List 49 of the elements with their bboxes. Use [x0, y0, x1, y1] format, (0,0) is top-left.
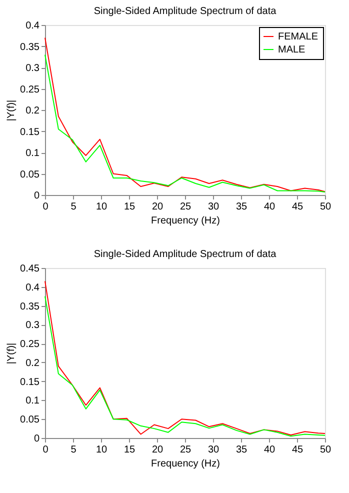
x-tick-label: 10	[96, 444, 108, 456]
y-tick-label: 0.3	[26, 63, 40, 74]
y-tick-label: 0	[34, 434, 40, 444]
x-tick-label: 50	[320, 202, 332, 212]
x-tick-label: 5	[70, 202, 77, 212]
chart-title: Single-Sided Amplitude Spectrum of data	[94, 6, 277, 17]
x-axis-title: Frequency (Hz)	[151, 458, 220, 470]
x-tick-label: 30	[208, 444, 220, 456]
x-axis-title: Frequency (Hz)	[151, 216, 220, 226]
x-tick-label: 20	[152, 444, 164, 456]
y-tick-label: 0.2	[26, 106, 40, 116]
y-tick-label: 0.05	[20, 169, 40, 180]
chart-title: Single-Sided Amplitude Spectrum of data	[94, 249, 277, 260]
legend-label: MALE	[278, 44, 306, 56]
y-tick-label: 0.05	[20, 414, 40, 426]
y-axis-title: |Y(f)|	[6, 342, 18, 364]
x-tick-label: 45	[292, 444, 304, 456]
y-tick-label: 0.15	[20, 126, 40, 138]
y-tick-label: 0.1	[26, 396, 40, 407]
x-tick-label: 10	[96, 202, 108, 212]
x-tick-label: 5	[70, 444, 77, 456]
y-tick-label: 0.3	[26, 320, 40, 332]
legend-label: FEMALE	[278, 32, 318, 42]
y-tick-label: 0.25	[20, 339, 40, 350]
y-tick-label: 0.15	[20, 376, 40, 388]
y-tick-label: 0.45	[20, 264, 40, 274]
x-tick-label: 50	[320, 444, 332, 456]
y-tick-label: 0.35	[20, 301, 40, 312]
x-tick-label: 0	[42, 202, 49, 212]
y-tick-label: 0.35	[20, 42, 40, 53]
x-tick-label: 40	[264, 444, 276, 456]
x-tick-label: 25	[180, 444, 192, 456]
x-tick-label: 40	[264, 202, 276, 212]
y-tick-label: 0	[34, 190, 40, 202]
x-tick-label: 15	[124, 444, 136, 456]
y-tick-label: 0.1	[26, 148, 40, 159]
x-tick-label: 15	[124, 202, 136, 212]
x-tick-label: 30	[208, 202, 220, 212]
x-tick-label: 35	[236, 444, 248, 456]
y-tick-label: 0.4	[26, 282, 40, 294]
y-tick-label: 0.4	[26, 20, 40, 32]
x-tick-label: 45	[292, 202, 304, 212]
x-tick-label: 20	[152, 202, 164, 212]
x-tick-label: 25	[180, 202, 192, 212]
x-tick-label: 0	[42, 444, 49, 456]
y-axis-title: |Y(f)|	[6, 100, 18, 122]
y-tick-label: 0.25	[20, 84, 40, 96]
y-tick-label: 0.2	[26, 358, 40, 369]
x-tick-label: 35	[236, 202, 248, 212]
